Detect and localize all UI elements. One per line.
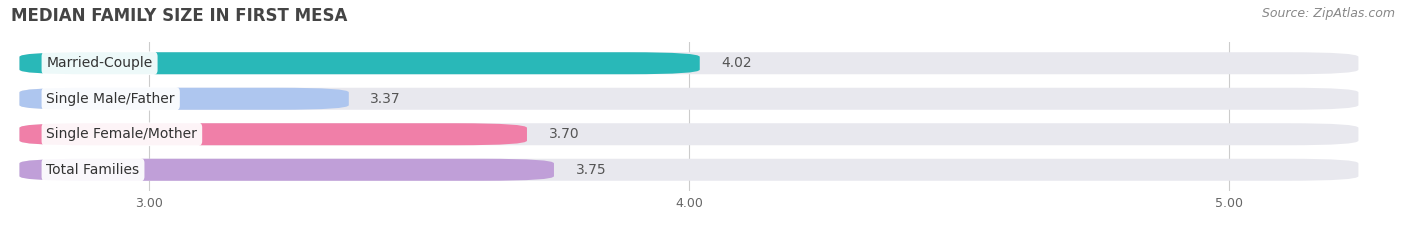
Text: 3.70: 3.70 (548, 127, 579, 141)
FancyBboxPatch shape (20, 159, 554, 181)
Text: 3.37: 3.37 (370, 92, 401, 106)
Text: Married-Couple: Married-Couple (46, 56, 153, 70)
FancyBboxPatch shape (20, 123, 527, 145)
FancyBboxPatch shape (20, 159, 1358, 181)
Text: 4.02: 4.02 (721, 56, 752, 70)
FancyBboxPatch shape (20, 52, 700, 74)
FancyBboxPatch shape (20, 52, 1358, 74)
FancyBboxPatch shape (20, 88, 349, 110)
Text: Total Families: Total Families (46, 163, 139, 177)
Text: Source: ZipAtlas.com: Source: ZipAtlas.com (1261, 7, 1395, 20)
FancyBboxPatch shape (20, 88, 1358, 110)
Text: MEDIAN FAMILY SIZE IN FIRST MESA: MEDIAN FAMILY SIZE IN FIRST MESA (11, 7, 347, 25)
Text: 3.75: 3.75 (575, 163, 606, 177)
Text: Single Female/Mother: Single Female/Mother (46, 127, 197, 141)
Text: Single Male/Father: Single Male/Father (46, 92, 174, 106)
FancyBboxPatch shape (20, 123, 1358, 145)
